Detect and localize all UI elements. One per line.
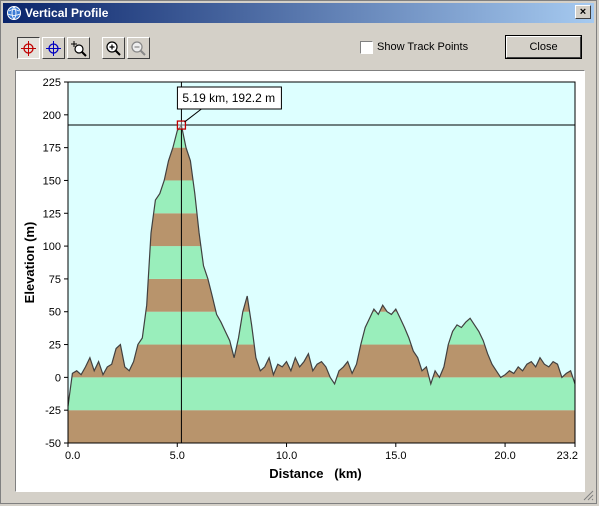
y-tick-label: 25 bbox=[49, 340, 61, 352]
cursor-readout: 5.19 km, 192.2 m bbox=[182, 91, 275, 105]
show-track-points-label[interactable]: Show Track Points bbox=[377, 41, 469, 53]
elevation-band bbox=[68, 410, 575, 443]
close-button[interactable]: Close bbox=[505, 35, 582, 59]
zoom-region-icon bbox=[71, 41, 87, 57]
y-tick-label: 125 bbox=[43, 208, 61, 220]
zoom-out-tool-button[interactable] bbox=[127, 37, 150, 59]
window-title: Vertical Profile bbox=[25, 6, 109, 20]
title-bar[interactable]: Vertical Profile × bbox=[3, 3, 594, 23]
red-crosshair-icon bbox=[21, 41, 36, 56]
y-tick-label: 75 bbox=[49, 274, 61, 286]
y-tick-label: 150 bbox=[43, 175, 61, 187]
x-tick-label: 5.0 bbox=[170, 450, 185, 462]
elevation-band bbox=[68, 377, 575, 411]
x-axis-label: Distance (km) bbox=[269, 466, 361, 481]
cursor-marker bbox=[176, 120, 187, 130]
zoom-in-icon bbox=[106, 41, 121, 56]
y-tick-label: -25 bbox=[45, 405, 61, 417]
x-tick-label: 0.0 bbox=[65, 450, 80, 462]
blue-crosshair-icon bbox=[46, 41, 61, 56]
cursor-callout-box bbox=[176, 86, 282, 110]
y-tick-label: 200 bbox=[43, 110, 61, 122]
callout-pointer bbox=[184, 108, 202, 123]
x-tick-label: 10.0 bbox=[276, 450, 297, 462]
elevation-profile-line bbox=[67, 123, 576, 407]
plot-frame bbox=[67, 81, 576, 444]
zoom-region-tool-button[interactable] bbox=[67, 37, 90, 59]
window-close-button[interactable]: × bbox=[575, 5, 591, 19]
y-axis-label: Elevation (m) bbox=[22, 222, 37, 304]
resize-grip-icon[interactable] bbox=[582, 489, 594, 501]
y-tick-label: 225 bbox=[43, 77, 61, 89]
x-tick-label: 20.0 bbox=[494, 450, 515, 462]
y-tick-label: 0 bbox=[55, 372, 61, 384]
red-crosshair-tool-button[interactable] bbox=[17, 37, 40, 59]
blue-crosshair-tool-button[interactable] bbox=[42, 37, 65, 59]
y-tick-label: 100 bbox=[43, 241, 61, 253]
zoom-in-tool-button[interactable] bbox=[102, 37, 125, 59]
y-tick-label: 50 bbox=[49, 307, 61, 319]
x-tick-label: 23.2 bbox=[557, 450, 578, 462]
y-axis-ticks: 225 200 175 150 125 100 75 50 25 0 -25 -50 bbox=[43, 77, 68, 450]
show-track-points-checkbox[interactable] bbox=[360, 41, 373, 54]
y-tick-label: -50 bbox=[45, 438, 61, 450]
x-tick-label: 15.0 bbox=[385, 450, 406, 462]
chart-panel: 5.19 km, 192.2 m 225 200 175 150 125 100 75 50 2… bbox=[15, 70, 585, 492]
y-tick-label: 175 bbox=[43, 143, 61, 155]
x-axis-ticks: 0.0 5.0 10.0 15.0 20.0 23.2 bbox=[65, 443, 578, 462]
elevation-profile-chart[interactable]: 5.19 km, 192.2 m 22520017515012510075502… bbox=[16, 71, 584, 491]
globe-icon bbox=[7, 6, 21, 20]
zoom-out-icon bbox=[131, 41, 146, 56]
cursor-crosshair: 5.19 km, 192.2 m bbox=[68, 82, 575, 443]
